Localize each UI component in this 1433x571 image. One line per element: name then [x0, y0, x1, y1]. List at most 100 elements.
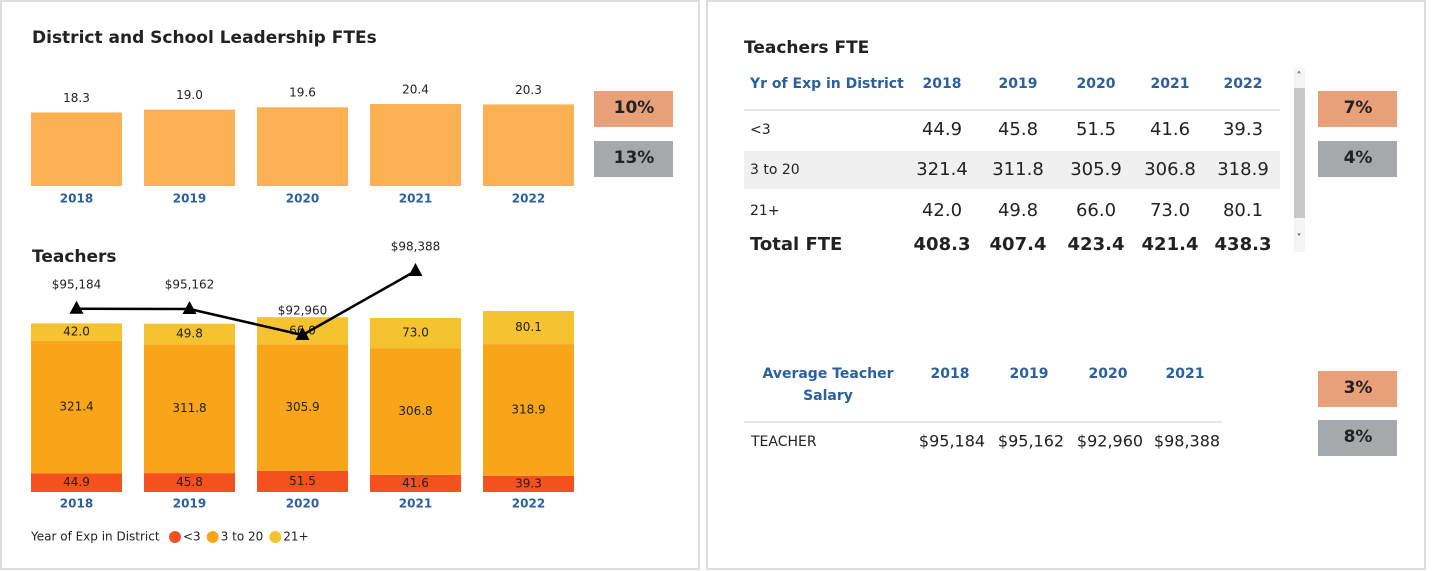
badge [1318, 420, 1397, 456]
column-header: 2018 [923, 76, 962, 92]
bar-segment [31, 323, 122, 341]
salary-marker [69, 300, 84, 314]
scroll-up[interactable]: ˄ [1297, 70, 1302, 82]
table-title: Teachers FTE [744, 38, 869, 58]
total-cell: 407.4 [990, 234, 1047, 255]
x-tick-label: 2020 [286, 497, 319, 511]
bar [257, 107, 348, 186]
table-cell: $95,162 [998, 432, 1064, 451]
value-label: 20.4 [402, 83, 429, 97]
value-label: 19.6 [289, 86, 316, 100]
x-tick-label: 2022 [512, 192, 545, 206]
legend-swatch [269, 531, 282, 543]
value-label: 305.9 [285, 400, 319, 414]
table-cell: 45.8 [998, 119, 1038, 140]
value-label: 73.0 [402, 326, 429, 340]
x-tick-label: 2022 [512, 497, 545, 511]
badge-label: 13% [614, 148, 655, 168]
x-tick-label: 2021 [399, 497, 432, 511]
total-cell: 408.3 [914, 234, 971, 255]
badge [1318, 371, 1397, 407]
bar [370, 104, 461, 186]
bar-segment [370, 317, 461, 349]
x-tick-label: 2021 [399, 192, 432, 206]
chart-title: Teachers [32, 247, 117, 267]
value-label: 49.8 [176, 327, 203, 341]
row-shade [744, 151, 1280, 189]
badge [594, 141, 673, 177]
salary-label: $95,184 [52, 277, 102, 291]
salary-marker [295, 327, 310, 340]
salary-header: Average Teacher Salary [762, 366, 894, 404]
badge-label: 7% [1344, 98, 1373, 118]
column-header: 2019 [1010, 366, 1049, 382]
salary-label: $95,162 [165, 278, 215, 292]
badge [1318, 91, 1397, 127]
value-label: 39.3 [515, 476, 542, 490]
table-cell: 321.4 [916, 159, 968, 180]
bar-segment [370, 348, 461, 475]
table-cell: $92,960 [1077, 432, 1143, 451]
bar-segment [144, 323, 235, 345]
table-cell: 3 to 20 [750, 162, 800, 178]
scroll-down[interactable]: ˅ [1297, 232, 1302, 244]
bar [31, 112, 122, 186]
bar-segment [257, 470, 348, 492]
bar [483, 104, 574, 186]
value-label: 20.3 [515, 83, 542, 97]
table-cell: $95,184 [919, 432, 985, 451]
column-header: 2018 [931, 366, 970, 382]
column-header: 2022 [1224, 76, 1263, 92]
legend-title: Year of Exp in District [30, 530, 160, 544]
x-tick-label: 2019 [173, 192, 206, 206]
bar-segment [483, 344, 574, 476]
bar-segment [483, 475, 574, 492]
table-cell: 42.0 [922, 200, 962, 221]
value-label: 18.3 [63, 91, 90, 105]
legend-label: 3 to 20 [221, 530, 264, 544]
table-cell: 311.8 [992, 159, 1044, 180]
column-header: 2020 [1077, 76, 1116, 92]
chart-title: District and School Leadership FTEs [32, 28, 377, 48]
column-header: 2019 [999, 76, 1038, 92]
legend-label: <3 [183, 530, 201, 544]
value-label: 51.5 [289, 474, 316, 488]
badge [1318, 141, 1397, 177]
legend-swatch [169, 531, 181, 543]
legend-label: 21+ [283, 530, 308, 544]
value-label: 41.6 [402, 476, 429, 490]
scrollbar-thumb[interactable] [1294, 88, 1305, 218]
table-cell: 39.3 [1223, 119, 1263, 140]
badge-label: 4% [1344, 148, 1373, 168]
table-cell: 21+ [750, 203, 780, 219]
salary-line [76, 269, 417, 337]
bar-segment [370, 474, 461, 492]
badge [594, 91, 673, 127]
bar [144, 109, 235, 186]
table-cell: 73.0 [1150, 200, 1190, 221]
table-cell: 318.9 [1217, 159, 1269, 180]
total-cell: 421.4 [1142, 234, 1199, 255]
bar-segment [483, 311, 574, 345]
value-label: 321.4 [59, 400, 93, 414]
bar-segment [257, 344, 348, 471]
salary-label: $92,960 [278, 304, 328, 318]
table-cell: 41.6 [1150, 119, 1190, 140]
x-tick-label: 2020 [286, 192, 319, 206]
total-cell: 438.3 [1215, 234, 1272, 255]
x-tick-label: 2018 [60, 497, 93, 511]
table-cell: 66.0 [1076, 200, 1116, 221]
table-cell: $98,388 [1154, 432, 1220, 451]
value-label: 311.8 [172, 401, 206, 415]
salary-marker [182, 301, 197, 315]
table-cell: <3 [750, 122, 771, 138]
bar-segment [31, 473, 122, 492]
value-label: 44.9 [63, 475, 90, 489]
table-cell: 44.9 [922, 119, 962, 140]
badge-label: 3% [1344, 378, 1373, 398]
column-header: 2021 [1166, 366, 1205, 382]
badge-label: 8% [1344, 427, 1373, 447]
column-header: 2020 [1089, 366, 1128, 382]
